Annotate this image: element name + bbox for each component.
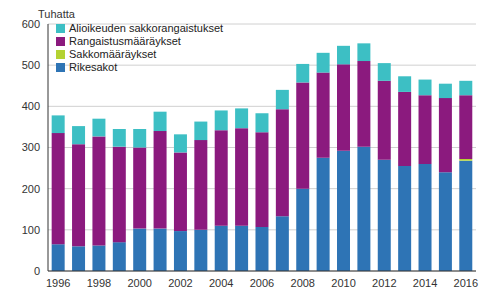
svg-text:2000: 2000 — [127, 277, 151, 289]
svg-text:2002: 2002 — [168, 277, 192, 289]
svg-text:2014: 2014 — [413, 277, 437, 289]
svg-text:2012: 2012 — [372, 277, 396, 289]
svg-text:1996: 1996 — [46, 277, 70, 289]
html-text:Alioikeuden sakkorangaistukset: Alioikeuden sakkorangaistukset — [69, 22, 224, 34]
svg-text:2006: 2006 — [250, 277, 274, 289]
html-text:Tuhatta: Tuhatta — [38, 8, 75, 20]
svg-text:300: 300 — [22, 141, 40, 153]
svg-text:500: 500 — [22, 59, 40, 71]
svg-text:2008: 2008 — [291, 277, 315, 289]
svg-text:400: 400 — [22, 100, 40, 112]
svg-text:1998: 1998 — [87, 277, 111, 289]
svg-text:2016: 2016 — [454, 277, 478, 289]
html-text:Rikesakot: Rikesakot — [69, 61, 118, 73]
html-text:Rangaistusmääräykset: Rangaistusmääräykset — [69, 35, 181, 47]
svg-text:2010: 2010 — [331, 277, 355, 289]
svg-text:200: 200 — [22, 183, 40, 195]
svg-text:2004: 2004 — [209, 277, 233, 289]
html-text:Sakkomääräykset: Sakkomääräykset — [69, 48, 157, 60]
svg-text:0: 0 — [34, 265, 40, 277]
svg-text:100: 100 — [22, 224, 40, 236]
svg-text:600: 600 — [22, 18, 40, 30]
